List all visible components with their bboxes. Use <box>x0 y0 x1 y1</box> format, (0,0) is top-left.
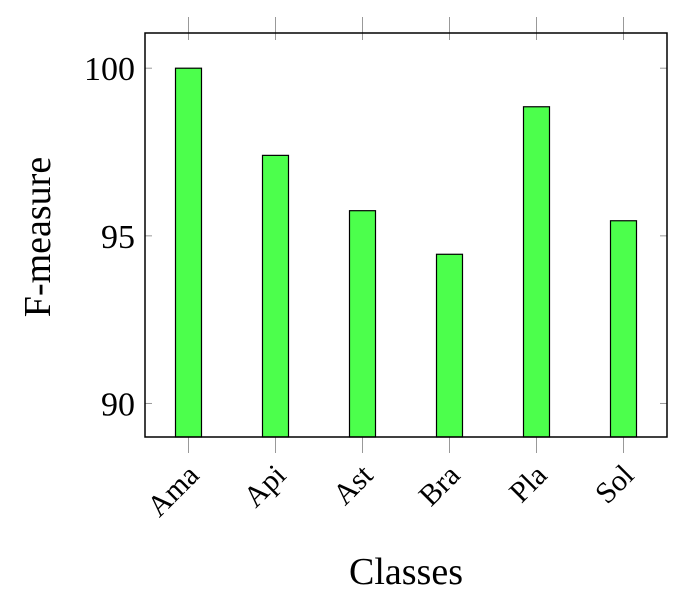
x-axis-label: Classes <box>349 551 463 593</box>
x-tick-label: Api <box>237 459 292 514</box>
y-tick-label: 90 <box>101 386 135 423</box>
bar <box>435 253 464 438</box>
bar <box>348 210 377 438</box>
y-tick-label: 100 <box>84 51 135 88</box>
bar <box>522 106 551 438</box>
x-tick-label: Ast <box>327 458 380 511</box>
y-tick-label: 95 <box>101 219 135 256</box>
bar <box>261 154 290 438</box>
y-axis-label: F-measure <box>17 157 59 317</box>
x-tick-label: Ama <box>141 459 206 524</box>
x-tick-label: Bra <box>412 459 466 513</box>
x-tick-label: Pla <box>503 459 553 509</box>
bar <box>174 67 203 438</box>
x-tick-label: Sol <box>589 459 641 511</box>
bar <box>609 220 638 438</box>
plot-frame <box>144 32 668 438</box>
